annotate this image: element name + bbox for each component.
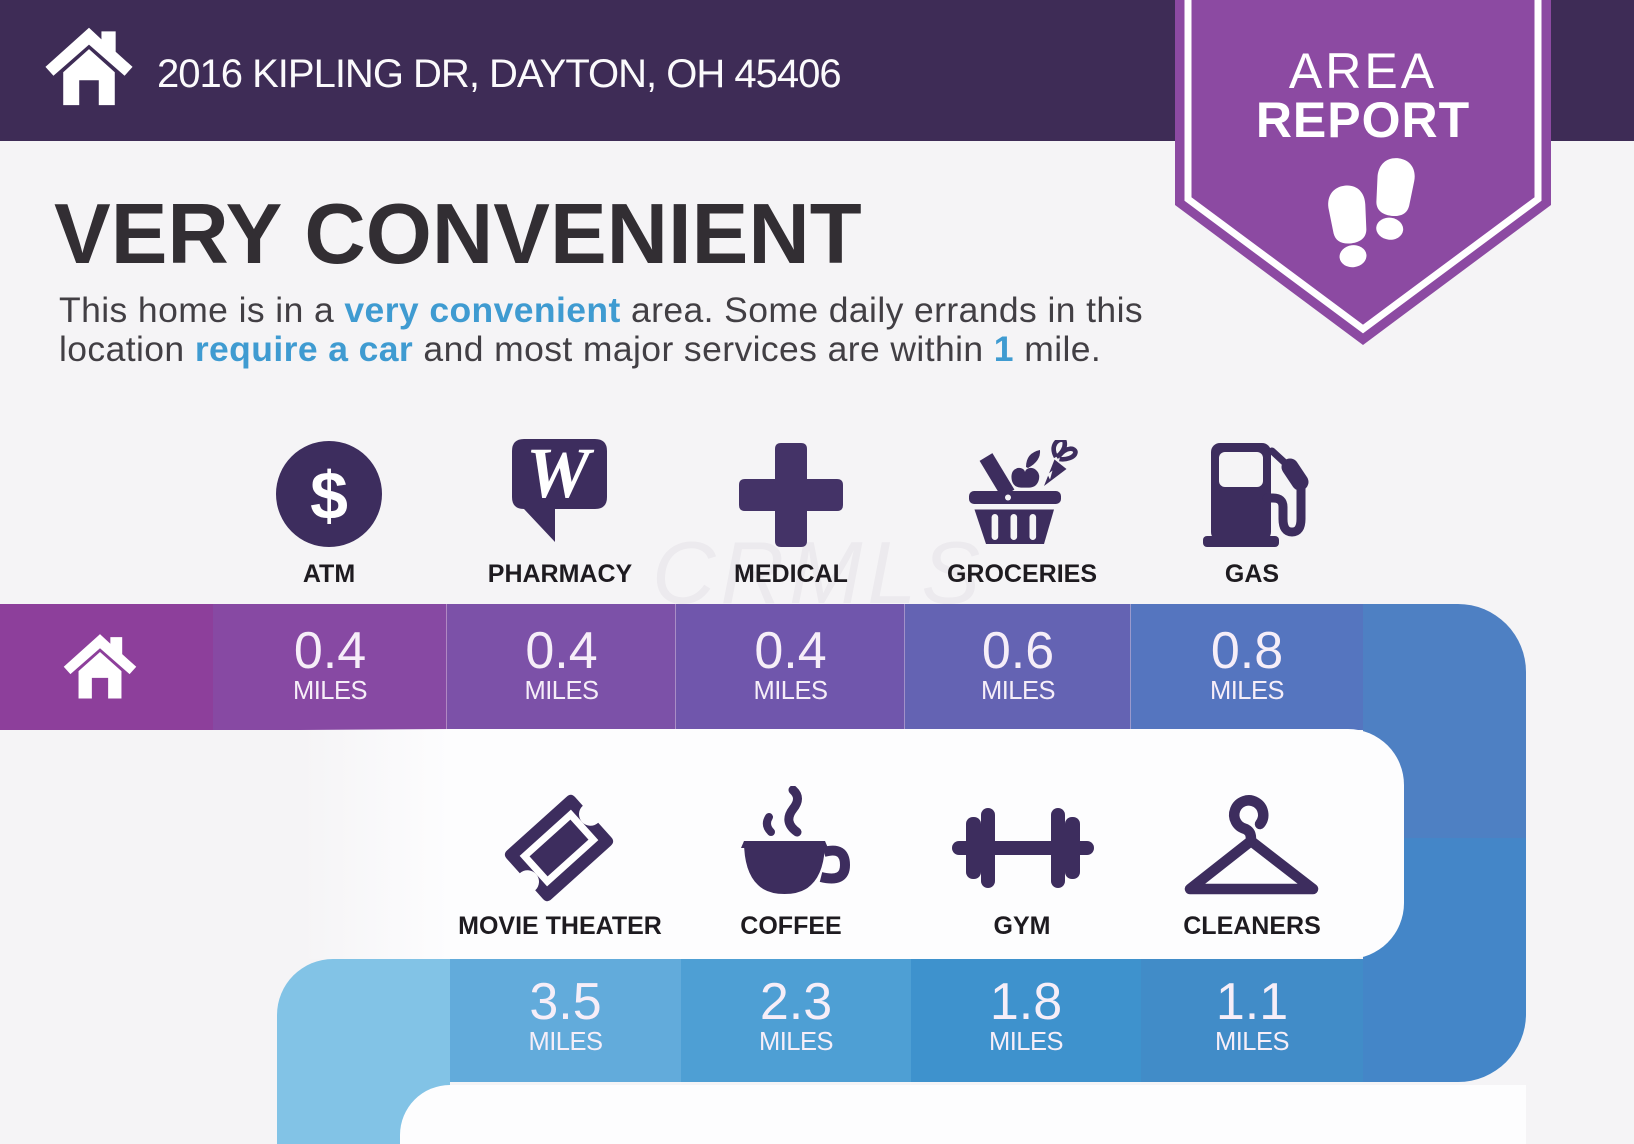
svg-text:AREA: AREA (1289, 43, 1437, 99)
svg-text:$: $ (310, 458, 348, 534)
svg-text:W: W (526, 439, 595, 513)
svg-text:REPORT: REPORT (1256, 92, 1470, 148)
